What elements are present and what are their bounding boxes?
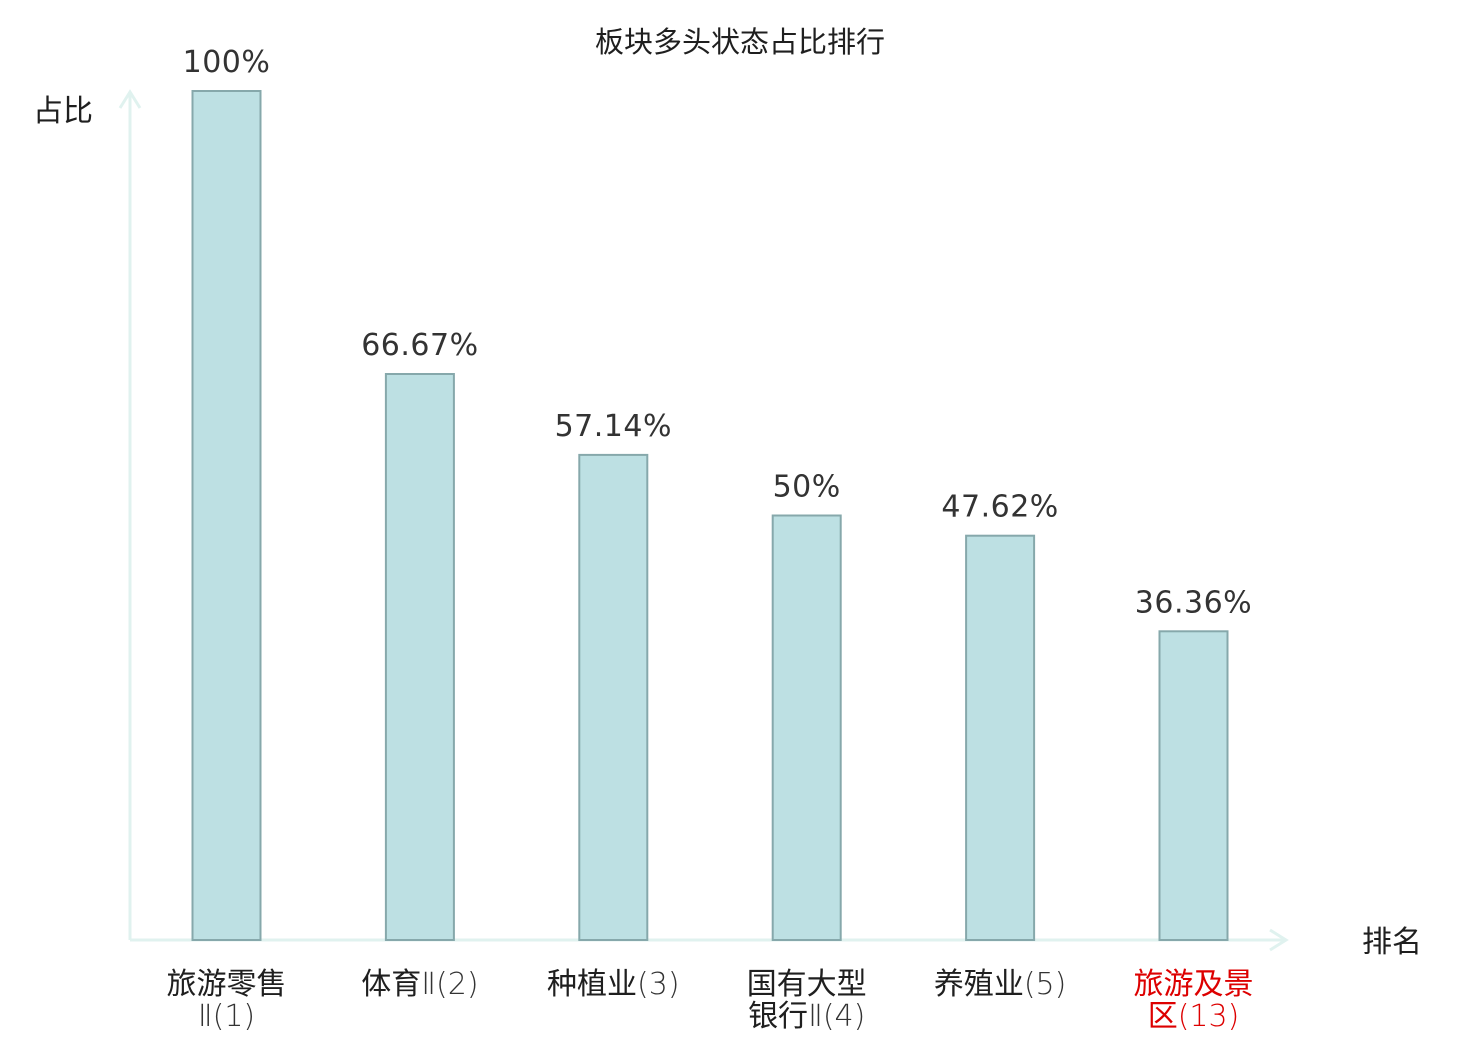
- category-name: 养殖业: [934, 967, 1024, 1002]
- x-tick-label: 银行Ⅱ(4): [748, 999, 865, 1034]
- bar: [191, 90, 262, 941]
- data-label: 100%: [183, 45, 271, 80]
- bar: [384, 373, 455, 941]
- category-name: 区: [1148, 999, 1178, 1034]
- category-name: 旅游及景: [1134, 967, 1254, 1002]
- data-label: 66.67%: [361, 328, 478, 363]
- data-label: 36.36%: [1135, 585, 1252, 620]
- category-rank: (3): [637, 967, 680, 1002]
- y-axis-label: 占比: [33, 94, 93, 129]
- x-tick-label: 种植业(3): [547, 967, 680, 1002]
- data-label: 57.14%: [555, 409, 672, 444]
- bar: [965, 534, 1036, 941]
- data-label: 50%: [773, 470, 841, 505]
- category-rank: (5): [1024, 967, 1067, 1002]
- x-tick-label: Ⅱ(1): [198, 999, 255, 1034]
- y-axis-arrowhead: [118, 89, 142, 109]
- category-name: 国有大型: [747, 967, 867, 1002]
- bar: [1158, 630, 1229, 941]
- x-axis-label: 排名: [1362, 925, 1422, 960]
- category-name: 银行: [748, 999, 808, 1034]
- category-name: 体育: [361, 967, 421, 1002]
- x-tick-label: 体育Ⅱ(2): [361, 967, 478, 1002]
- category-rank: Ⅱ(2): [421, 967, 478, 1002]
- x-tick-label: 养殖业(5): [934, 967, 1067, 1002]
- data-label: 47.62%: [941, 490, 1058, 525]
- x-axis-arrowhead: [1269, 928, 1289, 952]
- value-labels-group: 100% 66.67% 57.14% 50% 47.62% 36.36%: [183, 45, 1252, 620]
- x-tick-label: 国有大型: [747, 967, 867, 1002]
- category-rank: Ⅱ(1): [198, 999, 255, 1034]
- category-rank: (13): [1178, 999, 1240, 1034]
- x-tick-label: 旅游及景: [1134, 967, 1254, 1002]
- bars-group: [191, 90, 1229, 941]
- bar: [771, 514, 842, 941]
- axes: [118, 89, 1289, 952]
- x-tick-label: 区(13): [1148, 999, 1240, 1034]
- category-rank: Ⅱ(4): [808, 999, 865, 1034]
- category-name: 种植业: [547, 967, 637, 1002]
- chart-title: 板块多头状态占比排行: [595, 25, 885, 59]
- category-name: 旅游零售: [167, 967, 287, 1002]
- x-tick-label: 旅游零售: [167, 967, 287, 1002]
- bar: [578, 453, 649, 941]
